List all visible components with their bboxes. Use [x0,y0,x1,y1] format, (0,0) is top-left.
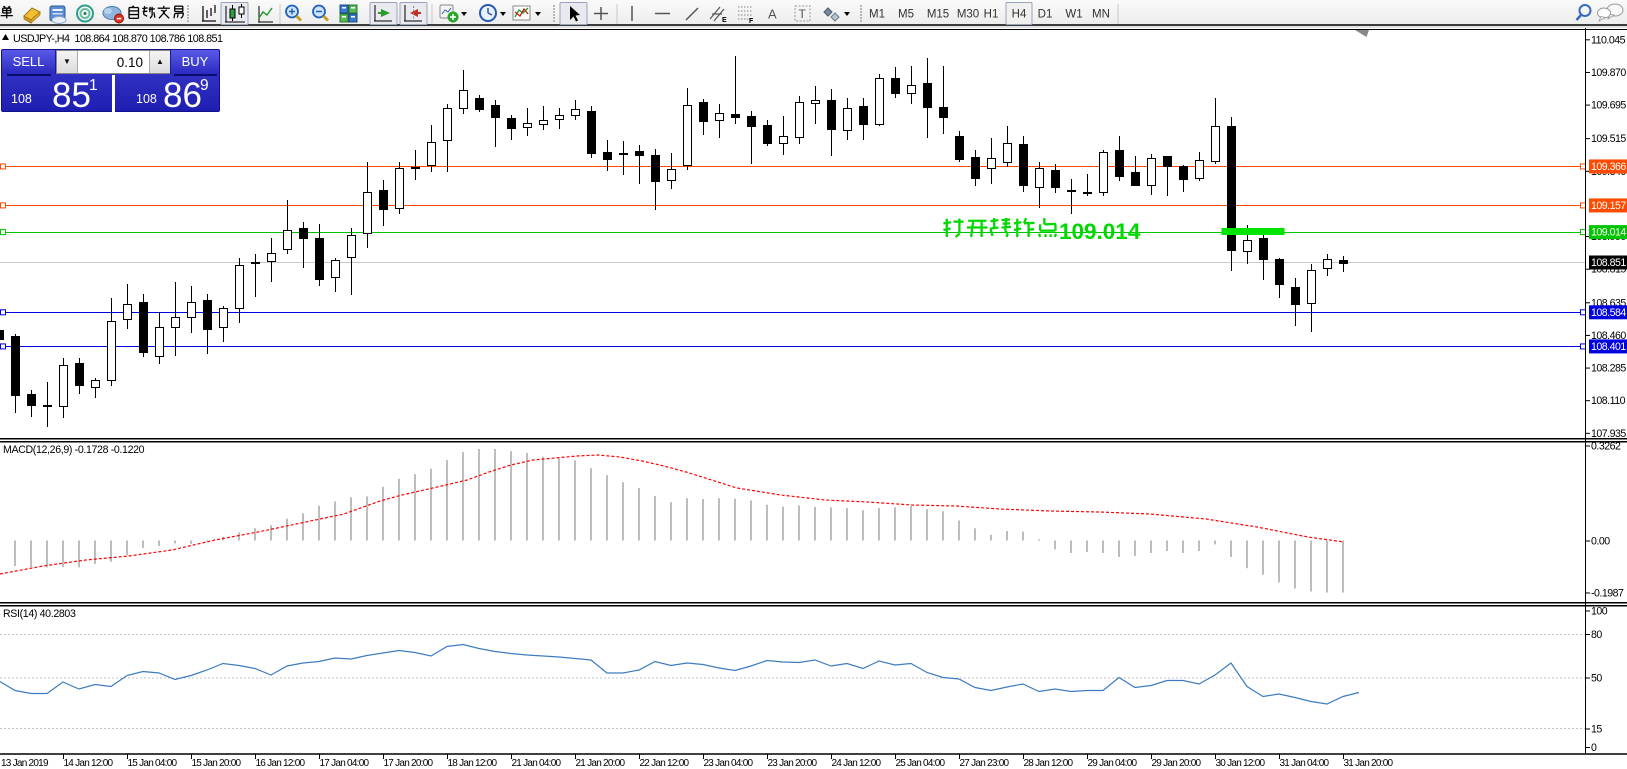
svg-text:14 Jan 12:00: 14 Jan 12:00 [64,758,114,769]
svg-text:15 Jan 20:00: 15 Jan 20:00 [192,758,242,769]
svg-text:RSI(14) 40.2803: RSI(14) 40.2803 [3,608,76,620]
svg-text:27 Jan 23:00: 27 Jan 23:00 [960,758,1010,769]
svg-text:MN: MN [1092,9,1110,21]
svg-text:H1: H1 [984,9,999,21]
svg-text:108.851: 108.851 [1591,257,1626,269]
svg-text:23 Jan 20:00: 23 Jan 20:00 [768,758,818,769]
svg-text:13 Jan 2019: 13 Jan 2019 [1,758,49,769]
svg-text:USDJPY-,H4 108.864 108.870 10: USDJPY-,H4 108.864 108.870 108.786 108.8… [13,33,223,45]
svg-text:15 Jan 04:00: 15 Jan 04:00 [128,758,178,769]
svg-text:109.014: 109.014 [1059,219,1141,244]
svg-text:T: T [799,7,807,21]
svg-text:31 Jan 04:00: 31 Jan 04:00 [1280,758,1330,769]
svg-text:15: 15 [1591,724,1602,736]
svg-text:29 Jan 20:00: 29 Jan 20:00 [1152,758,1202,769]
svg-text:24 Jan 12:00: 24 Jan 12:00 [832,758,882,769]
svg-text:M5: M5 [898,9,914,21]
svg-text:23 Jan 04:00: 23 Jan 04:00 [704,758,754,769]
svg-text:28 Jan 12:00: 28 Jan 12:00 [1024,758,1074,769]
svg-text:21 Jan 20:00: 21 Jan 20:00 [576,758,626,769]
svg-text:0.00: 0.00 [1591,536,1610,548]
svg-text:109.870: 109.870 [1591,67,1626,79]
svg-text:18 Jan 12:00: 18 Jan 12:00 [448,758,498,769]
svg-text:-0.1987: -0.1987 [1591,588,1624,600]
svg-text:108.460: 108.460 [1591,330,1626,342]
svg-text:H4: H4 [1012,9,1027,21]
svg-text:M15: M15 [927,9,949,21]
svg-text:109.014: 109.014 [1591,227,1626,239]
svg-text:22 Jan 12:00: 22 Jan 12:00 [640,758,690,769]
svg-text:MACD(12,26,9) -0.1728 -0.1220: MACD(12,26,9) -0.1728 -0.1220 [3,444,145,456]
svg-text:108.110: 108.110 [1591,395,1626,407]
svg-text:110.045: 110.045 [1591,34,1626,46]
svg-text:30 Jan 12:00: 30 Jan 12:00 [1216,758,1266,769]
svg-text:A: A [768,7,777,22]
svg-text:M30: M30 [957,9,979,21]
svg-text:25 Jan 04:00: 25 Jan 04:00 [896,758,946,769]
svg-text:108.401: 108.401 [1591,341,1626,353]
svg-text:109.695: 109.695 [1591,100,1626,112]
svg-text:D1: D1 [1038,9,1053,21]
svg-text:108.285: 108.285 [1591,363,1626,375]
svg-text:W1: W1 [1065,9,1082,21]
svg-text:F: F [749,18,754,25]
svg-text:E: E [722,17,727,24]
svg-text:17 Jan 20:00: 17 Jan 20:00 [384,758,434,769]
svg-text:109.515: 109.515 [1591,133,1626,145]
svg-text:0: 0 [1591,742,1597,754]
svg-text:21 Jan 04:00: 21 Jan 04:00 [512,758,562,769]
svg-text:50: 50 [1591,673,1602,685]
svg-text:100: 100 [1591,606,1608,618]
svg-text:108.584: 108.584 [1591,307,1626,319]
svg-text:109.366: 109.366 [1591,161,1626,173]
svg-text:80: 80 [1591,629,1602,641]
svg-text:31 Jan 20:00: 31 Jan 20:00 [1344,758,1394,769]
svg-text:16 Jan 12:00: 16 Jan 12:00 [256,758,306,769]
svg-text:109.157: 109.157 [1591,200,1626,212]
svg-text:M1: M1 [869,9,885,21]
svg-text:17 Jan 04:00: 17 Jan 04:00 [320,758,370,769]
svg-text:107.935: 107.935 [1591,428,1626,440]
svg-text:29 Jan 04:00: 29 Jan 04:00 [1088,758,1138,769]
svg-text:0.3262: 0.3262 [1591,441,1621,453]
